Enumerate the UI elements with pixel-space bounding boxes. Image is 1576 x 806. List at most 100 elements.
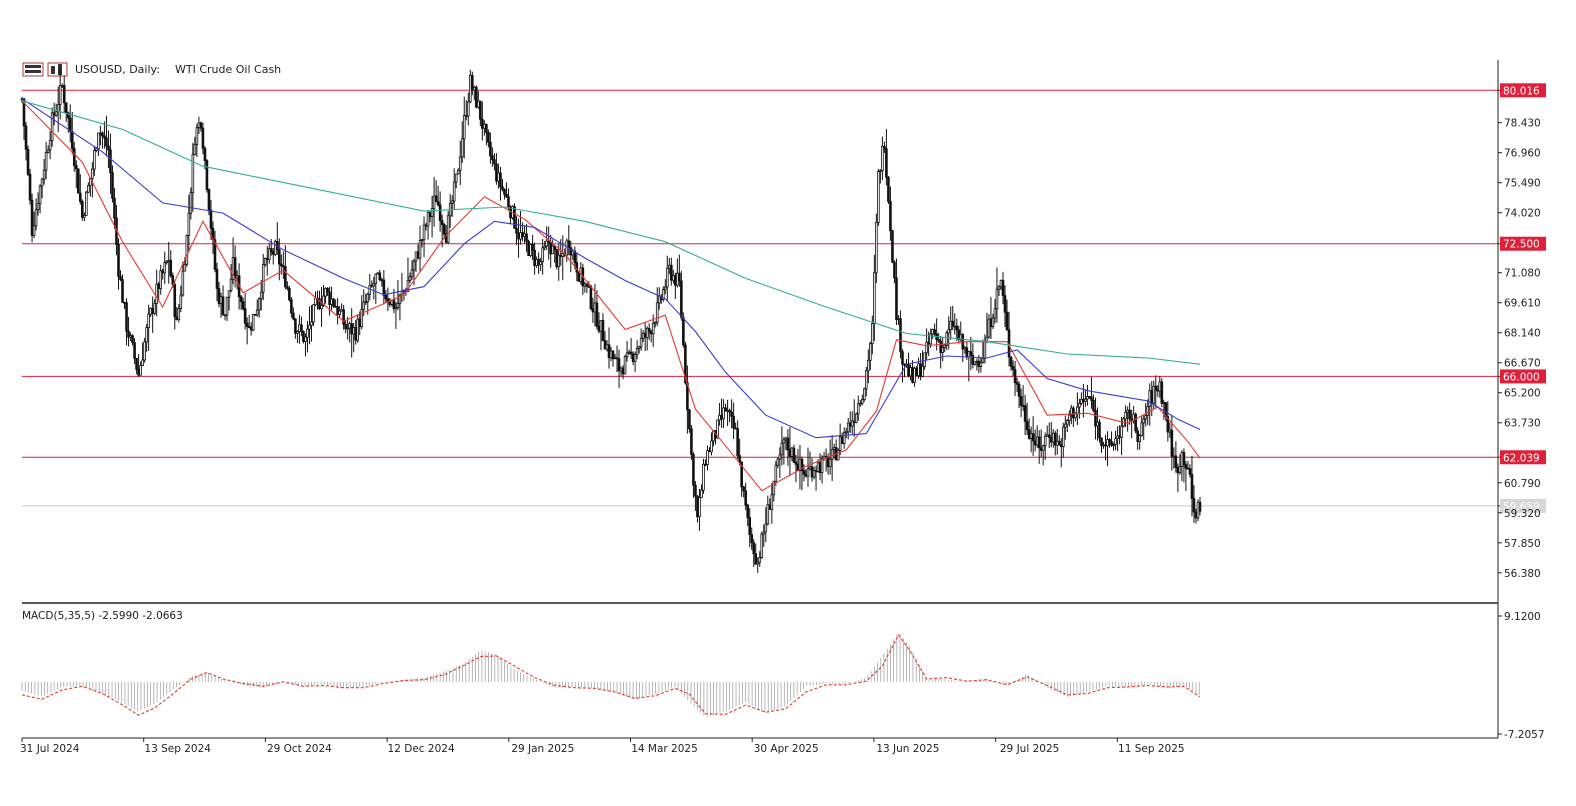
x-tick-label: 12 Dec 2024	[388, 743, 455, 755]
y-tick-label: 56.380	[1504, 568, 1541, 580]
candle-body	[573, 250, 577, 263]
candle-body	[684, 344, 687, 384]
candle-body	[561, 252, 565, 257]
candle-body	[1182, 451, 1186, 466]
candle-body	[543, 245, 546, 249]
symbol-label: USOUSD, Daily:	[75, 63, 160, 76]
candle-body	[374, 273, 378, 284]
candle-body	[1178, 466, 1182, 474]
candle-body	[607, 344, 611, 359]
candle-body	[340, 309, 343, 312]
candle-body	[1003, 295, 1007, 313]
candle-body	[657, 295, 661, 304]
candle-body	[840, 436, 844, 444]
candle-body	[523, 233, 526, 237]
candle-body	[38, 185, 42, 205]
candle-body	[983, 341, 987, 359]
candle-body	[213, 239, 217, 270]
candle-body	[653, 321, 657, 324]
candle-body	[462, 115, 466, 140]
candle-body	[314, 297, 317, 306]
candle-body	[1116, 435, 1119, 440]
candle-body	[688, 409, 691, 430]
candle-body	[621, 367, 625, 375]
candle-body	[682, 317, 685, 346]
candle-body	[635, 348, 639, 356]
candle-body	[643, 332, 647, 338]
candle-body	[587, 285, 591, 288]
candle-body	[342, 309, 345, 325]
y-tick-label: 63.730	[1504, 418, 1541, 430]
candle-body	[1138, 435, 1141, 442]
candle-body	[629, 351, 633, 355]
candle-body	[408, 276, 412, 282]
candle-body	[752, 542, 756, 555]
candle-body	[867, 359, 870, 372]
candles	[20, 68, 1202, 573]
candle-body	[718, 414, 721, 421]
candle-body	[464, 115, 468, 117]
candle-body	[475, 86, 478, 108]
candle-body	[133, 342, 136, 359]
candle-body	[1019, 396, 1023, 406]
x-tick-label: 30 Apr 2025	[754, 743, 819, 755]
candle-body	[957, 329, 961, 340]
macd-y-tick-label: -7.2057	[1504, 729, 1545, 741]
candle-body	[633, 354, 637, 362]
candle-body	[1100, 437, 1103, 447]
candle-body	[913, 367, 916, 383]
candle-body	[1088, 396, 1091, 398]
macd-pane: MACD(5,35,5) -2.5990 -2.0663	[21, 610, 1201, 717]
candle-body	[790, 447, 794, 457]
candle-body	[720, 414, 723, 420]
candle-body	[356, 318, 360, 341]
candle-body	[473, 86, 476, 91]
candle-body	[1114, 438, 1117, 445]
candle-body	[432, 195, 436, 210]
candle-body	[400, 291, 404, 296]
candle-body	[971, 354, 975, 365]
candle-body	[627, 351, 631, 354]
candle-body	[501, 186, 504, 190]
candle-body	[547, 240, 550, 243]
candle-body	[101, 132, 104, 137]
candle-body	[577, 271, 581, 282]
candle-body	[143, 341, 146, 361]
candle-body	[290, 299, 293, 314]
candle-body	[852, 420, 856, 424]
candle-body	[1108, 439, 1111, 442]
candle-body	[1057, 440, 1061, 446]
candle-body	[963, 347, 967, 350]
candle-body	[1144, 415, 1148, 420]
candle-body	[278, 249, 281, 265]
candle-body	[740, 461, 743, 488]
candle-body	[233, 257, 237, 279]
candle-body	[955, 325, 959, 331]
candle-body	[1172, 455, 1176, 458]
candle-body	[378, 272, 382, 280]
candle-body	[493, 159, 496, 165]
candle-body	[810, 466, 814, 478]
candle-body	[322, 295, 325, 306]
candle-body	[247, 326, 251, 328]
candle-body	[885, 148, 888, 178]
y-axis: 80.016 78.430 76.960 75.490 74.020 72.500 71.0…	[1498, 83, 1546, 741]
moving-average-line	[21, 98, 1201, 439]
candle-body	[1084, 398, 1087, 402]
candle-body	[1029, 433, 1033, 439]
instrument-name: WTI Crude Oil Cash	[175, 63, 281, 76]
candle-body	[1198, 501, 1202, 512]
grid-icon[interactable]	[22, 62, 44, 77]
candle-body	[183, 263, 187, 272]
candle-body	[1162, 402, 1166, 404]
candle-body	[446, 215, 450, 243]
candle-body	[792, 447, 796, 463]
candle-body	[850, 420, 854, 427]
candle-body	[812, 470, 816, 478]
macd-label: MACD(5,35,5) -2.5990 -2.0663	[22, 610, 183, 622]
candle-body	[818, 462, 822, 474]
candle-body	[702, 463, 705, 491]
chart-icon[interactable]	[47, 62, 68, 77]
candle-body	[167, 259, 171, 262]
